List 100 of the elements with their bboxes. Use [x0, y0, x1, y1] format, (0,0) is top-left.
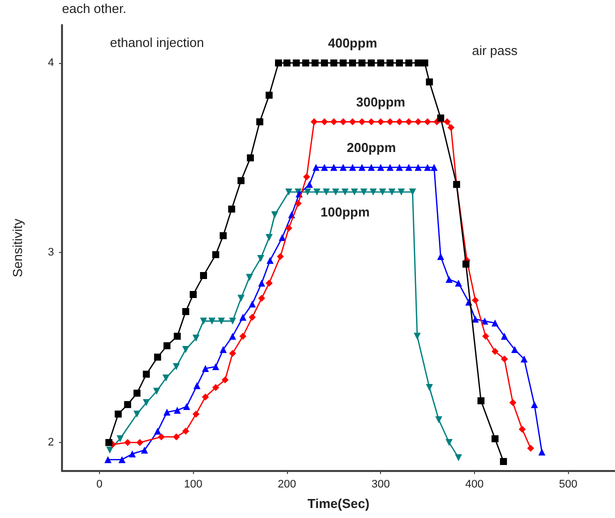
- point: [370, 188, 377, 196]
- point: [320, 59, 328, 66]
- point: [182, 428, 190, 435]
- point: [511, 346, 518, 354]
- point: [322, 188, 330, 196]
- point: [454, 280, 462, 287]
- point: [192, 334, 200, 342]
- point: [446, 439, 453, 446]
- point: [340, 59, 347, 66]
- x-tick-label: 200: [278, 478, 296, 490]
- point: [330, 118, 338, 126]
- point: [193, 382, 200, 390]
- point: [154, 354, 162, 361]
- point: [172, 433, 180, 440]
- point: [285, 224, 292, 232]
- point: [527, 444, 534, 452]
- point: [538, 448, 546, 456]
- point: [228, 206, 236, 213]
- point: [332, 188, 340, 196]
- point: [208, 318, 216, 325]
- y-axis-title: Sensitivity: [10, 218, 25, 278]
- point: [446, 276, 453, 283]
- point: [360, 188, 368, 196]
- point: [435, 416, 442, 424]
- point: [379, 188, 386, 196]
- point: [220, 346, 227, 354]
- y-tick-label: 3: [48, 246, 54, 259]
- point: [200, 318, 208, 325]
- point: [285, 188, 292, 196]
- point: [377, 164, 384, 171]
- point: [492, 348, 499, 355]
- point: [174, 406, 181, 414]
- point: [124, 401, 132, 408]
- point: [128, 450, 136, 458]
- point: [292, 59, 300, 66]
- point: [500, 458, 507, 466]
- point: [386, 118, 394, 126]
- point: [200, 272, 208, 280]
- point: [386, 164, 394, 171]
- point: [313, 188, 320, 196]
- point: [405, 59, 412, 66]
- point: [421, 59, 428, 66]
- point: [472, 296, 479, 304]
- point: [396, 59, 403, 66]
- point: [229, 350, 236, 357]
- point: [437, 114, 444, 122]
- point: [271, 211, 278, 218]
- point: [377, 118, 384, 126]
- point: [218, 318, 225, 325]
- point: [266, 234, 273, 242]
- point: [447, 124, 454, 131]
- point: [158, 433, 165, 440]
- point: [124, 439, 132, 446]
- series-label: 100ppm: [320, 204, 370, 220]
- point: [462, 260, 470, 268]
- point: [229, 318, 236, 325]
- point: [266, 280, 273, 287]
- point: [239, 314, 246, 321]
- point: [258, 280, 266, 287]
- point: [153, 388, 160, 395]
- point: [405, 118, 412, 126]
- point: [154, 428, 162, 435]
- point: [220, 232, 227, 240]
- point: [283, 59, 290, 66]
- point: [414, 59, 422, 66]
- point: [306, 180, 313, 188]
- point: [396, 164, 403, 171]
- point: [312, 164, 320, 171]
- point: [140, 446, 148, 454]
- point: [239, 332, 246, 340]
- point: [377, 59, 384, 66]
- point: [258, 294, 266, 302]
- point: [310, 118, 318, 126]
- point: [303, 173, 310, 180]
- series-label: 300ppm: [356, 94, 406, 110]
- x-tick-label: 300: [372, 478, 390, 490]
- point: [426, 78, 433, 86]
- point: [302, 59, 310, 66]
- point: [368, 118, 375, 126]
- point: [414, 332, 421, 340]
- point: [330, 59, 338, 66]
- point: [430, 164, 438, 171]
- point: [182, 308, 190, 316]
- point: [174, 332, 181, 340]
- point: [256, 118, 264, 126]
- point: [492, 435, 499, 442]
- point: [349, 164, 356, 171]
- point: [276, 253, 284, 260]
- point: [266, 256, 274, 264]
- point: [414, 164, 422, 171]
- point: [133, 410, 140, 418]
- y-tick-label: 4: [48, 56, 54, 69]
- point: [246, 274, 253, 281]
- x-axis-title: Time(Sec): [308, 496, 370, 511]
- x-tick-label: 500: [558, 478, 578, 490]
- point: [106, 446, 114, 454]
- point: [477, 397, 484, 404]
- point: [312, 59, 319, 66]
- point: [340, 164, 347, 171]
- point: [116, 435, 124, 442]
